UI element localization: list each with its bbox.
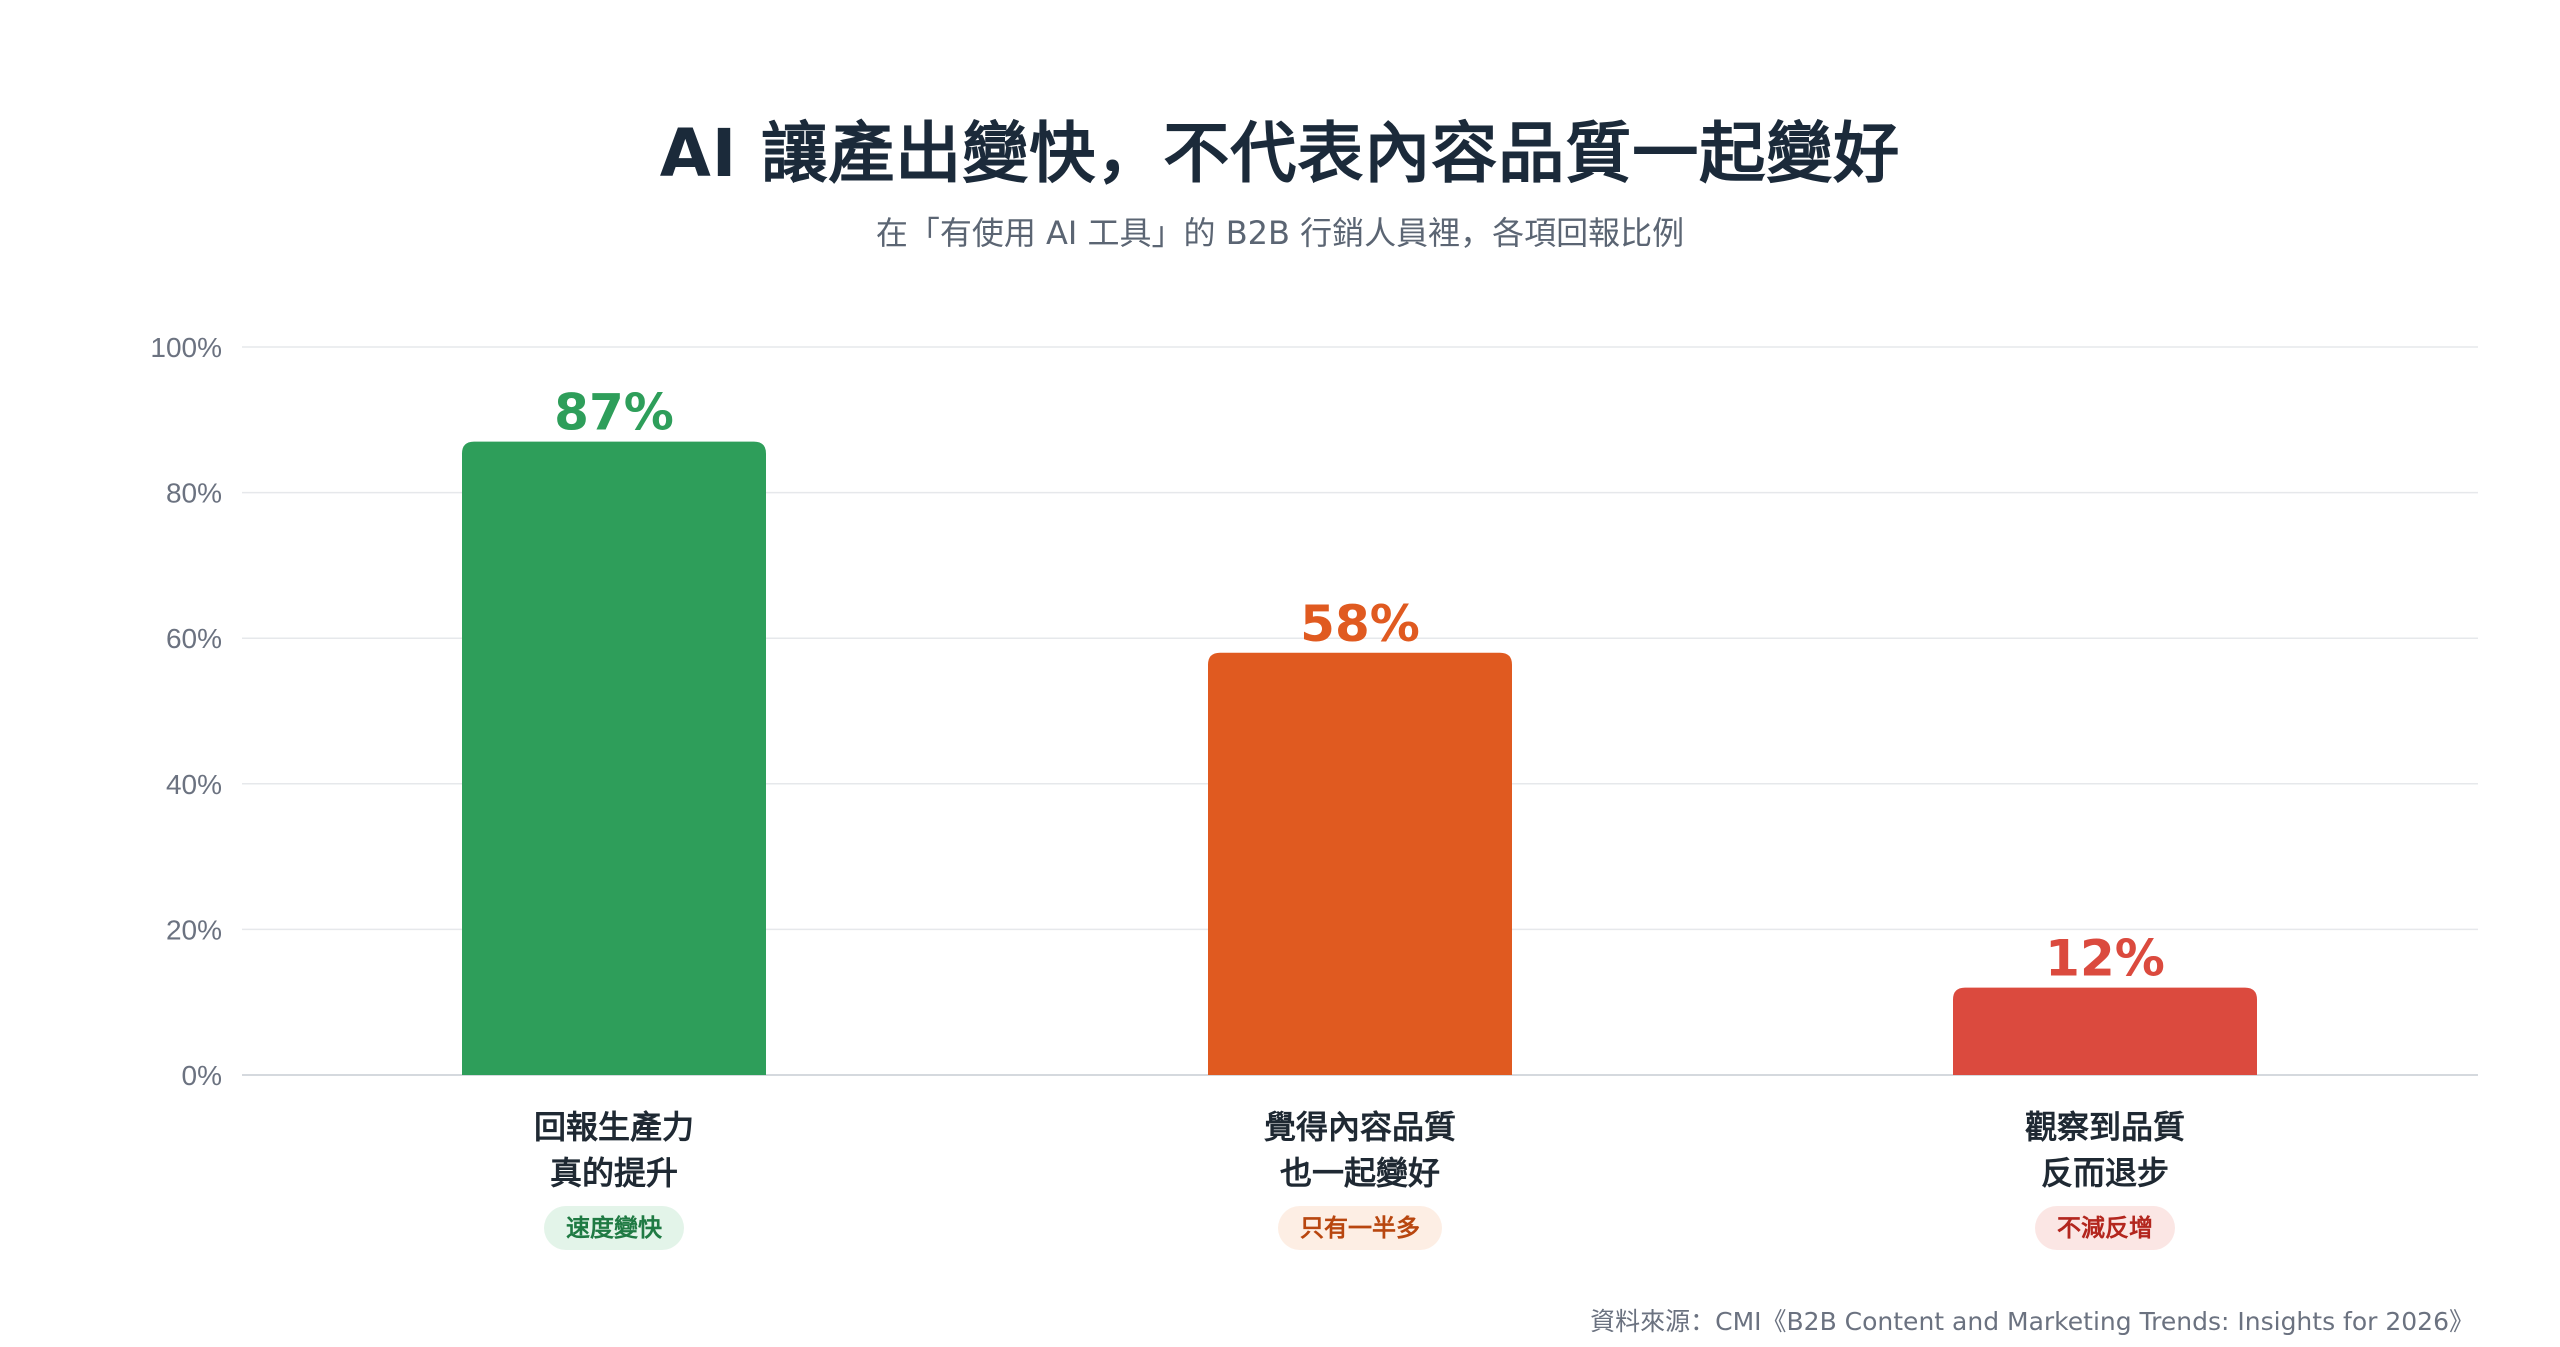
bar-value-label: 12% [2045,930,2165,988]
x-category-label: 觀察到品質 反而退步 [1855,1104,2355,1196]
y-tick-label: 40% [166,769,222,800]
bar [462,441,766,1075]
x-category-label: 覺得內容品質 也一起變好 [1110,1104,1610,1196]
x-category-label: 回報生產力 真的提升 [364,1104,864,1196]
x-category-label-line: 也一起變好 [1279,1154,1440,1192]
bar [1208,652,1512,1075]
y-tick-label: 60% [166,623,222,654]
category-badge: 不減反增 [2035,1206,2175,1250]
x-category-label-line: 回報生產力 [533,1108,694,1146]
x-category-label-line: 反而退步 [2040,1154,2169,1192]
category-badge: 只有一半多 [1278,1206,1442,1250]
y-tick-label: 100% [150,332,222,363]
chart-title: AI 讓產出變快，不代表內容品質一起變好 [659,115,1901,192]
bar-value-label: 87% [554,384,674,442]
x-category-label-line: 觀察到品質 [2024,1108,2185,1146]
chart-subtitle: 在「有使用 AI 工具」的 B2B 行銷人員裡，各項回報比例 [875,214,1685,252]
y-tick-label: 80% [166,478,222,509]
y-tick-label: 0% [182,1060,222,1091]
source-note: 資料來源：CMI《B2B Content and Marketing Trend… [1590,1307,2474,1336]
y-tick-label: 20% [166,914,222,945]
x-category-label-line: 真的提升 [549,1154,678,1192]
bar-value-label: 58% [1300,595,1420,653]
bar [1953,987,2257,1075]
category-badge: 速度變快 [544,1206,684,1250]
x-category-label-line: 覺得內容品質 [1263,1108,1456,1146]
